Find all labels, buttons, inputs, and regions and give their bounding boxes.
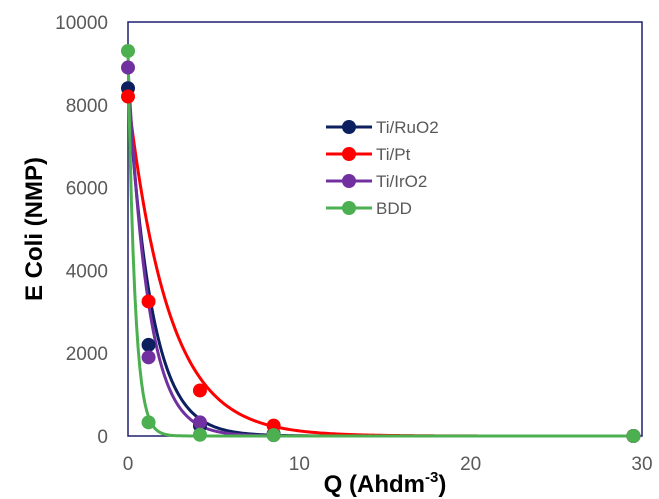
data-point-ti-iro2 <box>141 350 156 365</box>
data-point-bdd <box>121 43 135 58</box>
x-tick-label: 30 <box>631 454 652 475</box>
data-point-bdd <box>626 429 641 443</box>
x-axis-title-main: Q (Ahdm <box>324 471 425 498</box>
legend-label-ti-pt: Ti/Pt <box>376 145 411 164</box>
fit-curves <box>126 50 634 438</box>
y-tick-label: 0 <box>97 427 108 448</box>
x-tick-label: 0 <box>123 454 134 475</box>
data-point-ti-ruo2 <box>141 337 156 352</box>
data-point-bdd <box>192 427 207 442</box>
x-axis-title: Q (Ahdm-3) <box>324 469 447 498</box>
legend: Ti/RuO2 Ti/Pt Ti/IrO2 BDD <box>326 118 439 218</box>
legend-marker-bdd <box>342 201 356 215</box>
fit-curve-bdd <box>126 50 634 438</box>
y-tick-label: 6000 <box>66 179 108 200</box>
data-point-ti-iro2 <box>121 60 135 75</box>
data-point-ti-pt <box>121 89 135 104</box>
y-tick-labels: 0 2000 4000 6000 8000 10000 <box>55 13 108 448</box>
x-tick-labels: 0 10 20 30 <box>123 454 653 475</box>
data-points <box>121 43 641 443</box>
x-tick-label: 20 <box>460 454 481 475</box>
data-point-ti-pt <box>141 294 156 309</box>
legend-label-bdd: BDD <box>376 199 412 218</box>
y-tick-label: 2000 <box>66 344 108 365</box>
y-axis-title: E Coli (NMP) <box>21 157 48 301</box>
y-tick-label: 4000 <box>66 261 108 282</box>
data-point-ti-iro2 <box>192 415 207 430</box>
y-tick-label: 8000 <box>66 96 108 117</box>
legend-marker-ti-ruo2 <box>342 120 356 134</box>
x-tick-label: 10 <box>289 454 310 475</box>
data-point-bdd <box>141 415 156 430</box>
legend-label-ti-ruo2: Ti/RuO2 <box>376 118 439 137</box>
x-axis-title-superscript: -3 <box>425 469 438 486</box>
x-axis-title-tail: ) <box>438 471 446 498</box>
data-point-bdd <box>266 428 281 443</box>
legend-marker-ti-pt <box>342 147 356 161</box>
legend-label-ti-iro2: Ti/IrO2 <box>376 172 427 191</box>
plot-area-border <box>127 21 643 437</box>
y-tick-label: 10000 <box>55 13 108 34</box>
data-point-ti-pt <box>192 383 207 398</box>
legend-marker-ti-iro2 <box>342 174 356 188</box>
